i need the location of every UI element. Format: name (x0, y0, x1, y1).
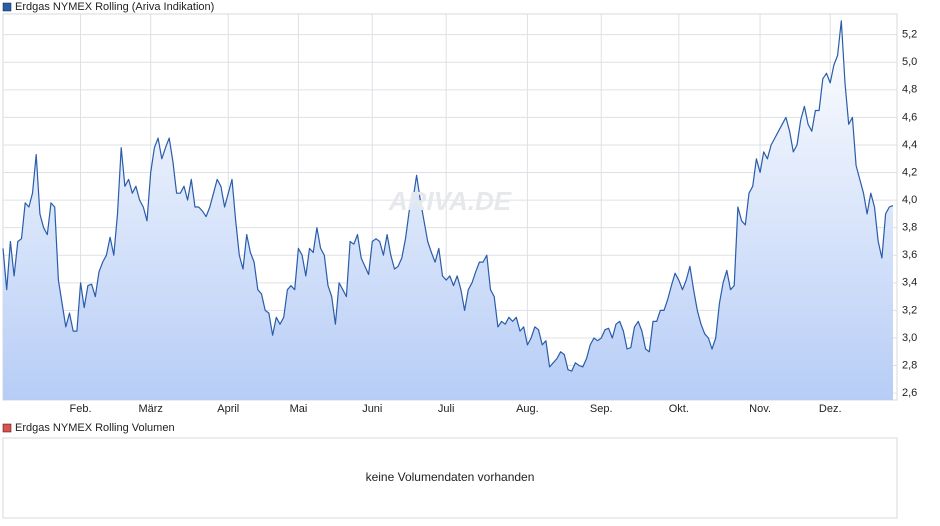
watermark: ARIVA.DE (388, 186, 512, 216)
y-tick-label: 3,8 (902, 222, 917, 234)
y-tick-label: 3,0 (902, 332, 917, 344)
x-tick-label: Sep. (590, 403, 613, 415)
x-tick-label: Mai (290, 403, 308, 415)
x-tick-label: März (138, 403, 162, 415)
area-fill (3, 20, 893, 401)
legend-swatch (2, 2, 12, 12)
volume-legend-label: Erdgas NYMEX Rolling Volumen (15, 422, 175, 434)
y-tick-label: 3,6 (902, 249, 917, 261)
price-line (2, 20, 894, 372)
x-tick-label: April (217, 403, 239, 415)
legend-label: Erdgas NYMEX Rolling (Ariva Indikation) (15, 1, 214, 13)
x-tick-label: Okt. (669, 403, 689, 415)
y-tick-label: 4,2 (902, 166, 917, 178)
volume-message: keine Volumendaten vorhanden (366, 470, 535, 484)
x-tick-label: Nov. (749, 403, 771, 415)
y-tick-label: 4,0 (902, 194, 917, 206)
y-tick-label: 4,8 (902, 84, 917, 96)
x-tick-label: Dez. (819, 403, 842, 415)
y-tick-label: 2,6 (902, 387, 917, 399)
x-tick-label: Juni (362, 403, 382, 415)
x-tick-label: Aug. (516, 403, 539, 415)
volume-frame (2, 437, 898, 519)
x-tick-label: Feb. (70, 403, 92, 415)
x-tick-label: Juli (438, 403, 455, 415)
y-tick-label: 4,6 (902, 111, 917, 123)
y-tick-label: 5,2 (902, 29, 917, 41)
y-tick-label: 2,8 (902, 359, 917, 371)
volume-legend-swatch (2, 423, 12, 433)
y-tick-label: 3,4 (902, 277, 917, 289)
y-tick-label: 5,0 (902, 56, 917, 68)
y-tick-label: 3,2 (902, 304, 917, 316)
y-tick-label: 4,4 (902, 139, 917, 151)
